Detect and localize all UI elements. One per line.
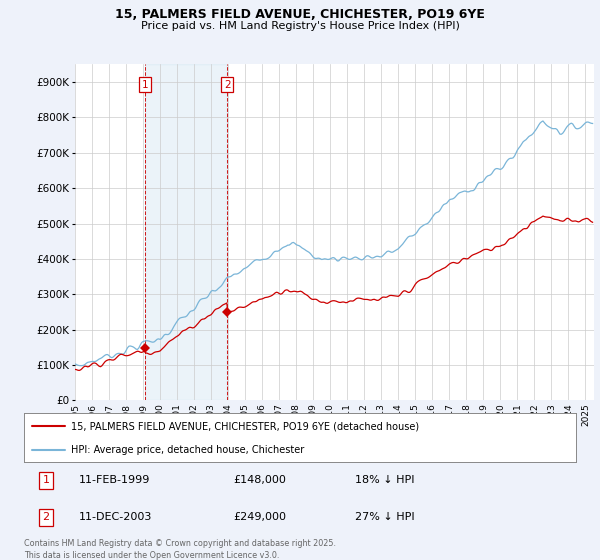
Text: 18% ↓ HPI: 18% ↓ HPI: [355, 475, 415, 485]
Text: Contains HM Land Registry data © Crown copyright and database right 2025.
This d: Contains HM Land Registry data © Crown c…: [24, 539, 336, 559]
Bar: [145, 64, 227, 400]
Text: Price paid vs. HM Land Registry's House Price Index (HPI): Price paid vs. HM Land Registry's House …: [140, 21, 460, 31]
Text: 2: 2: [43, 512, 50, 522]
Text: HPI: Average price, detached house, Chichester: HPI: Average price, detached house, Chic…: [71, 445, 304, 455]
Text: £249,000: £249,000: [234, 512, 287, 522]
Text: 11-DEC-2003: 11-DEC-2003: [79, 512, 152, 522]
Text: 11-FEB-1999: 11-FEB-1999: [79, 475, 151, 485]
Text: 15, PALMERS FIELD AVENUE, CHICHESTER, PO19 6YE: 15, PALMERS FIELD AVENUE, CHICHESTER, PO…: [115, 8, 485, 21]
Text: 1: 1: [43, 475, 50, 485]
Text: 27% ↓ HPI: 27% ↓ HPI: [355, 512, 415, 522]
Text: £148,000: £148,000: [234, 475, 287, 485]
Text: 1: 1: [142, 80, 148, 90]
Text: 2: 2: [224, 80, 230, 90]
Text: 15, PALMERS FIELD AVENUE, CHICHESTER, PO19 6YE (detached house): 15, PALMERS FIELD AVENUE, CHICHESTER, PO…: [71, 421, 419, 431]
